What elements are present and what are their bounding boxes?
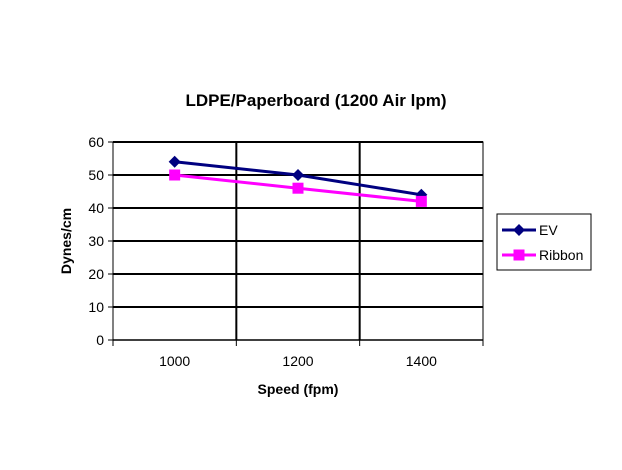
data-point-ev — [168, 155, 181, 168]
data-point-ribbon — [292, 182, 304, 194]
legend: EV Ribbon — [496, 213, 592, 271]
y-tick-label: 0 — [96, 332, 104, 348]
y-tick-label: 30 — [88, 233, 104, 249]
legend-marker-ribbon — [513, 249, 525, 261]
plot-area: 0 10 20 30 40 50 60 1000 1200 1400 — [88, 134, 484, 369]
x-tick-label: 1000 — [159, 353, 190, 369]
data-point-ribbon — [169, 169, 181, 181]
chart-title: LDPE/Paperboard (1200 Air lpm) — [185, 91, 446, 110]
data-point-ev — [292, 169, 304, 181]
legend-label-ribbon: Ribbon — [539, 247, 583, 263]
x-tick-label: 1400 — [406, 353, 437, 369]
y-tick-label: 60 — [88, 134, 104, 150]
y-axis-label: Dynes/cm — [58, 208, 74, 274]
legend-label-ev: EV — [539, 222, 558, 238]
legend-box — [496, 213, 592, 271]
y-tick-label: 10 — [88, 299, 104, 315]
y-tick-label: 50 — [88, 167, 104, 183]
y-tick-label: 20 — [88, 266, 104, 282]
x-axis-label: Speed (fpm) — [258, 381, 339, 397]
x-tick-label: 1200 — [282, 353, 313, 369]
y-tick-label: 40 — [88, 200, 104, 216]
data-point-ribbon — [415, 195, 427, 207]
legend-items: EV Ribbon — [502, 222, 583, 263]
legend-marker-ev — [513, 224, 525, 236]
